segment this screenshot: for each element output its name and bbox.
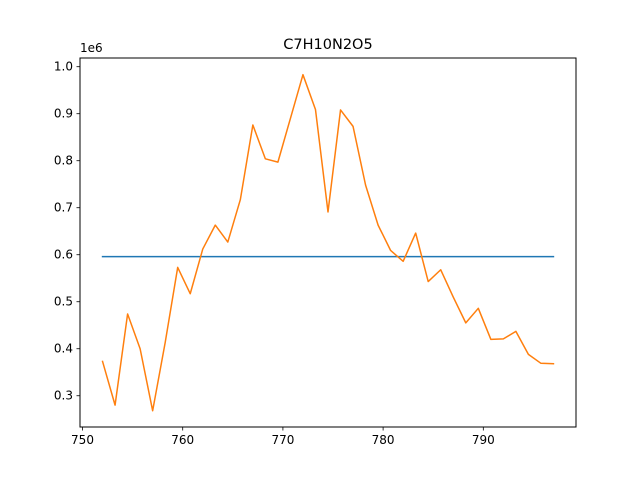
x-tick-label: 760 bbox=[171, 433, 194, 447]
y-tick-label: 0.9 bbox=[54, 107, 73, 121]
axes-frame bbox=[79, 57, 577, 428]
y-offset-label: 1e6 bbox=[80, 41, 103, 55]
y-tick-label: 0.6 bbox=[54, 248, 73, 262]
series-line-2 bbox=[101, 73, 555, 412]
y-tick-label: 0.4 bbox=[54, 342, 73, 356]
x-tick-label: 770 bbox=[271, 433, 294, 447]
plot-area bbox=[101, 73, 555, 412]
y-tick-label: 0.7 bbox=[54, 201, 73, 215]
x-tick-label: 750 bbox=[71, 433, 94, 447]
chart-title: C7H10N2O5 bbox=[283, 37, 372, 53]
y-tick-label: 0.3 bbox=[54, 389, 73, 403]
x-axis: 750 760 770 780 790 bbox=[71, 427, 495, 447]
y-tick-label: 0.5 bbox=[54, 295, 73, 309]
x-tick-label: 780 bbox=[372, 433, 395, 447]
y-tick-label: 1.0 bbox=[54, 60, 73, 74]
y-axis: 0.3 0.4 0.5 0.6 0.7 0.8 0.9 1.0 bbox=[54, 60, 80, 403]
x-tick-label: 790 bbox=[472, 433, 495, 447]
y-tick-label: 0.8 bbox=[54, 154, 73, 168]
